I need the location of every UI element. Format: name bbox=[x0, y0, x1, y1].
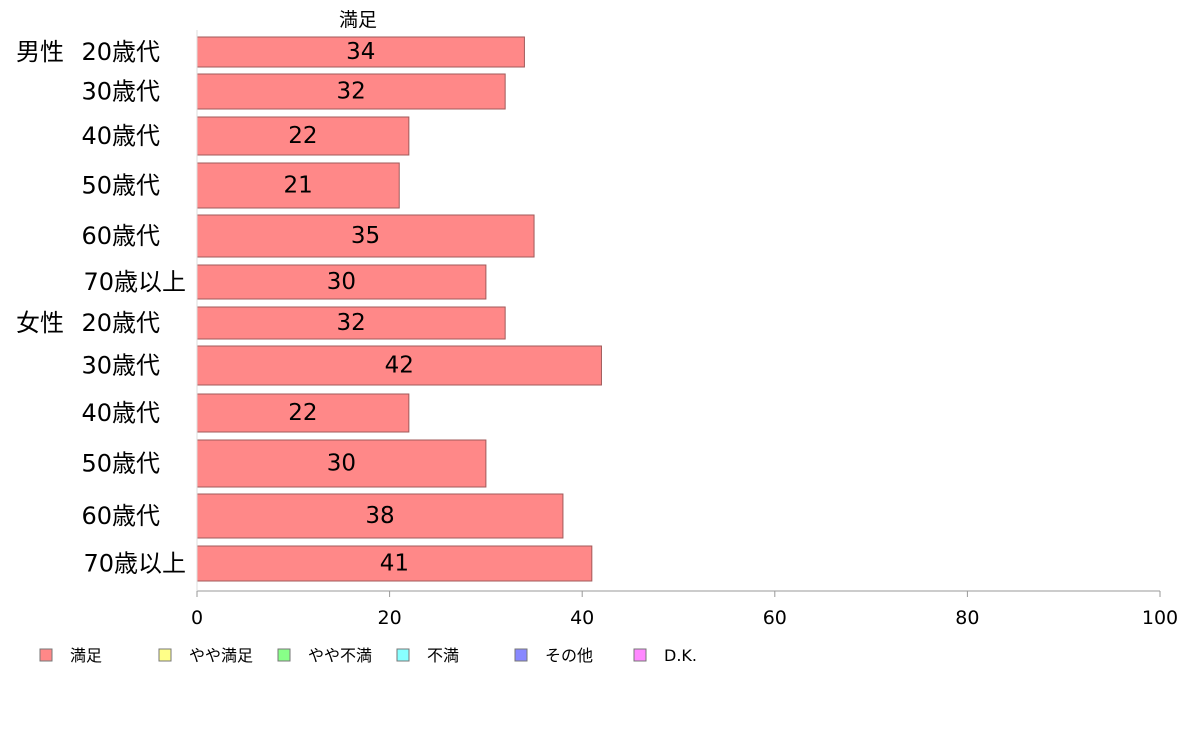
legend-label: 不満 bbox=[427, 646, 459, 665]
bar bbox=[196, 162, 400, 209]
data-label: 32 bbox=[336, 79, 365, 105]
category-label: 30歳代 bbox=[81, 78, 160, 106]
legend-label: その他 bbox=[545, 646, 593, 665]
data-label: 30 bbox=[327, 269, 356, 295]
category-label: 30歳代 bbox=[81, 352, 160, 380]
bars-layer: 34 32 22 21 35 30 32 42 22 30 38 41 bbox=[196, 36, 602, 582]
legend-swatch bbox=[158, 648, 172, 662]
category-labels: 20歳代 30歳代 40歳代 50歳代 60歳代 70歳以上 20歳代 30歳代 40歳代 50歳… bbox=[16, 38, 186, 578]
bar bbox=[196, 36, 525, 68]
x-tick-label: 20 bbox=[378, 607, 402, 629]
legend-label: D.K. bbox=[664, 646, 697, 665]
legend-label: やや不満 bbox=[308, 646, 372, 665]
category-label: 50歳代 bbox=[81, 450, 160, 478]
legend-swatch bbox=[39, 648, 53, 662]
category-label: 20歳代 bbox=[81, 38, 160, 66]
bar bbox=[196, 73, 506, 110]
data-label: 21 bbox=[283, 173, 312, 199]
category-label: 60歳代 bbox=[81, 222, 160, 250]
legend-label: やや満足 bbox=[189, 646, 253, 665]
group-label: 男性 bbox=[16, 38, 64, 66]
category-label: 70歳以上 bbox=[83, 268, 186, 296]
category-label: 50歳代 bbox=[81, 172, 160, 200]
legend-swatch bbox=[277, 648, 291, 662]
x-tick-label: 0 bbox=[191, 607, 203, 629]
legend: 満足 やや満足 やや不満 不満 その他 D.K. bbox=[39, 646, 697, 665]
category-label: 20歳代 bbox=[81, 309, 160, 337]
data-label: 22 bbox=[288, 400, 317, 426]
x-tick-label: 40 bbox=[570, 607, 594, 629]
bar bbox=[196, 493, 564, 539]
data-label: 35 bbox=[351, 223, 380, 249]
x-tick-label: 100 bbox=[1142, 607, 1178, 629]
x-tick-label: 80 bbox=[955, 607, 979, 629]
legend-swatch bbox=[633, 648, 647, 662]
data-label: 34 bbox=[346, 39, 375, 65]
data-label: 41 bbox=[380, 551, 409, 577]
bar bbox=[196, 116, 410, 156]
x-tick-label: 60 bbox=[763, 607, 787, 629]
legend-label: 満足 bbox=[70, 646, 102, 665]
data-label: 30 bbox=[327, 451, 356, 477]
bar bbox=[196, 545, 593, 582]
legend-swatch bbox=[396, 648, 410, 662]
bar bbox=[196, 439, 487, 488]
category-label: 60歳代 bbox=[81, 502, 160, 530]
bar bbox=[196, 306, 506, 340]
series-header: 満足 bbox=[339, 9, 377, 31]
data-label: 32 bbox=[336, 310, 365, 336]
legend-swatch bbox=[514, 648, 528, 662]
data-label: 38 bbox=[365, 503, 394, 529]
bar bbox=[196, 214, 535, 258]
category-label: 70歳以上 bbox=[83, 550, 186, 578]
data-label: 22 bbox=[288, 123, 317, 149]
x-axis: 0 20 40 60 80 100 bbox=[191, 30, 1178, 629]
group-label: 女性 bbox=[16, 309, 64, 337]
category-label: 40歳代 bbox=[81, 122, 160, 150]
data-label: 42 bbox=[385, 353, 414, 379]
category-label: 40歳代 bbox=[81, 399, 160, 427]
